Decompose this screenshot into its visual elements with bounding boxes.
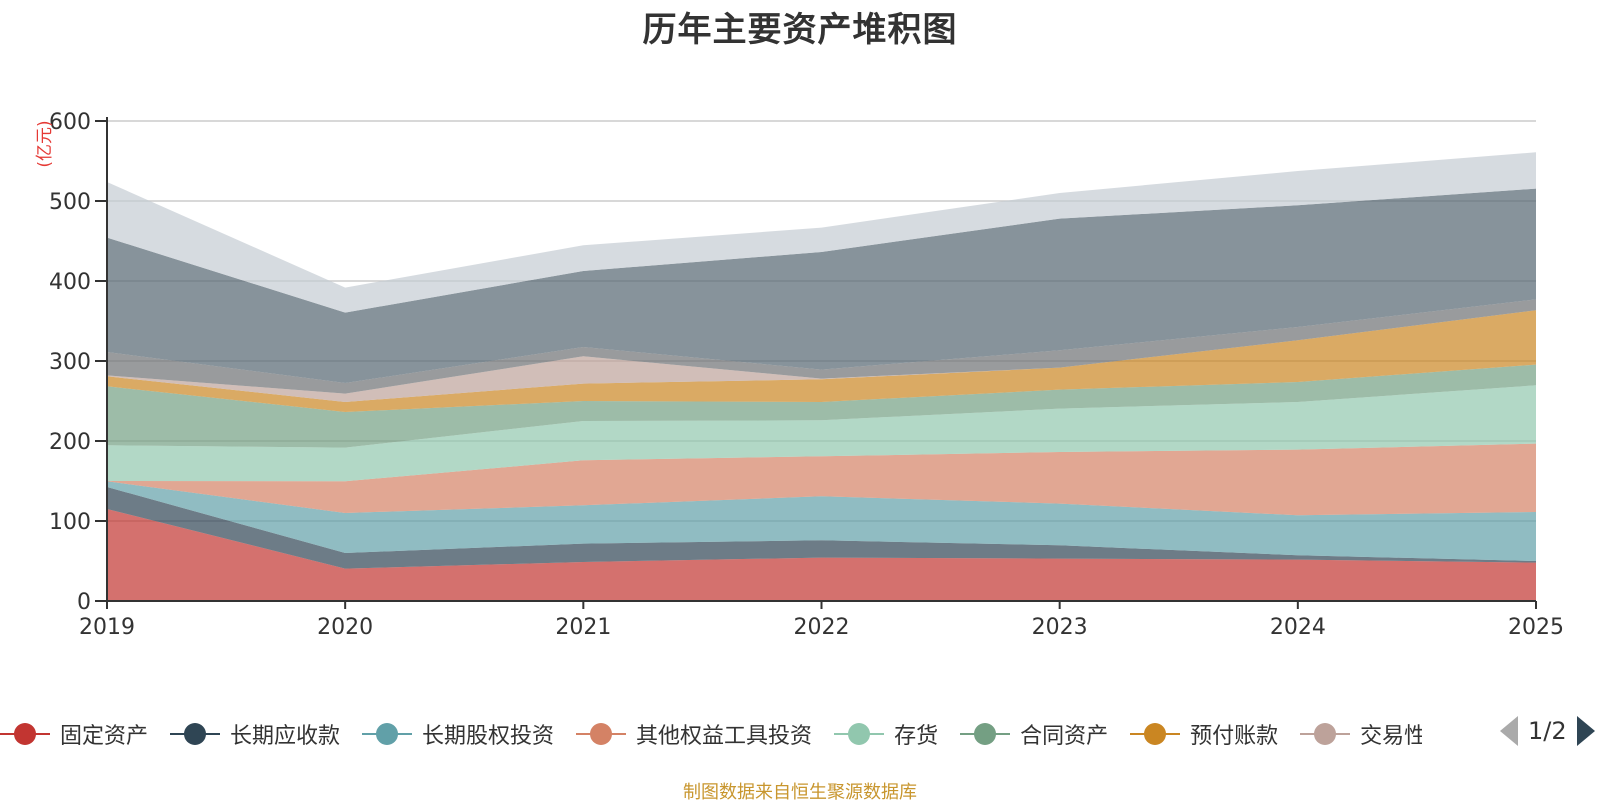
legend-label: 固定资产 (60, 724, 149, 749)
legend-marker-icon (834, 722, 885, 746)
legend-item[interactable]: 合同资产 (960, 718, 1108, 750)
y-tick-label: 500 (49, 190, 91, 215)
legend-marker-icon (362, 722, 413, 746)
legend-item[interactable]: 其他权益工具投资 (576, 718, 812, 750)
legend-pager: 1/2 (1500, 716, 1595, 746)
axes: 0 100 200 300 400 500 600 2019 2020 2021 2022 2023 2… (49, 110, 1564, 640)
legend-item[interactable]: 长期股权投资 (362, 718, 554, 750)
area-series-10[interactable] (107, 188, 1536, 383)
area-series-7[interactable] (107, 310, 1536, 412)
legend-marker-icon (1300, 722, 1351, 746)
legend-item[interactable]: 存货 (834, 718, 938, 750)
legend-marker-icon (170, 722, 221, 746)
area-series-4[interactable] (107, 443, 1536, 516)
area-series-9[interactable] (107, 299, 1536, 394)
area-series-2[interactable] (107, 487, 1536, 569)
legend-label: 长期股权投资 (422, 724, 555, 749)
legend-item[interactable]: 交易性 (1300, 718, 1422, 750)
legend-label: 长期应收款 (230, 724, 341, 749)
area-series-5[interactable] (107, 385, 1536, 482)
area-series-8[interactable] (107, 310, 1536, 402)
legend-label: 合同资产 (1020, 724, 1109, 749)
y-tick-label: 0 (77, 590, 91, 615)
x-tick-label: 2022 (794, 615, 850, 640)
legend-marker-icon (960, 722, 1011, 746)
area-series-1[interactable] (107, 509, 1536, 601)
stacked-area-chart: 0 100 200 300 400 500 600 2019 2020 2021 2022 2023 2… (35, 110, 1564, 640)
area-series-6[interactable] (107, 364, 1536, 448)
x-tick-label: 2021 (555, 615, 611, 640)
area-series-11[interactable] (107, 152, 1536, 313)
x-tick-label: 2020 (317, 615, 373, 640)
area-layers (107, 152, 1536, 601)
legend-marker-icon (1130, 722, 1181, 746)
legend: 固定资产 长期应收款 长期股权投资 其他权益工具投资 存货 合同资产 预付账款 交易性 (0, 714, 1444, 754)
legend-next-page-icon[interactable] (1576, 716, 1595, 746)
legend-label: 预付账款 (1190, 724, 1279, 749)
legend-label: 其他权益工具投资 (636, 724, 813, 749)
legend-marker-icon (0, 722, 50, 746)
y-tick-label: 300 (49, 350, 91, 375)
y-tick-label: 400 (49, 270, 91, 295)
x-tick-label: 2023 (1032, 615, 1088, 640)
area-series-3[interactable] (107, 481, 1536, 561)
x-tick-label: 2024 (1270, 615, 1326, 640)
legend-label: 存货 (894, 724, 939, 749)
legend-item[interactable]: 固定资产 (0, 718, 148, 750)
legend-item[interactable]: 预付账款 (1130, 718, 1278, 750)
legend-label: 交易性 (1360, 724, 1423, 749)
chart-title: 历年主要资产堆积图 (642, 10, 958, 50)
data-source-footer: 制图数据来自恒生聚源数据库 (683, 782, 917, 803)
legend-prev-page-icon[interactable] (1500, 716, 1518, 746)
y-tick-label: 100 (49, 510, 91, 535)
legend-item[interactable]: 长期应收款 (170, 718, 340, 750)
legend-page-indicator: 1/2 (1528, 717, 1567, 745)
y-tick-label: 600 (49, 110, 91, 135)
y-axis-unit-label: (亿元) (35, 120, 55, 167)
legend-marker-icon (576, 722, 627, 746)
y-tick-label: 200 (49, 430, 91, 455)
x-tick-label: 2019 (79, 615, 135, 640)
x-tick-label: 2025 (1508, 615, 1564, 640)
